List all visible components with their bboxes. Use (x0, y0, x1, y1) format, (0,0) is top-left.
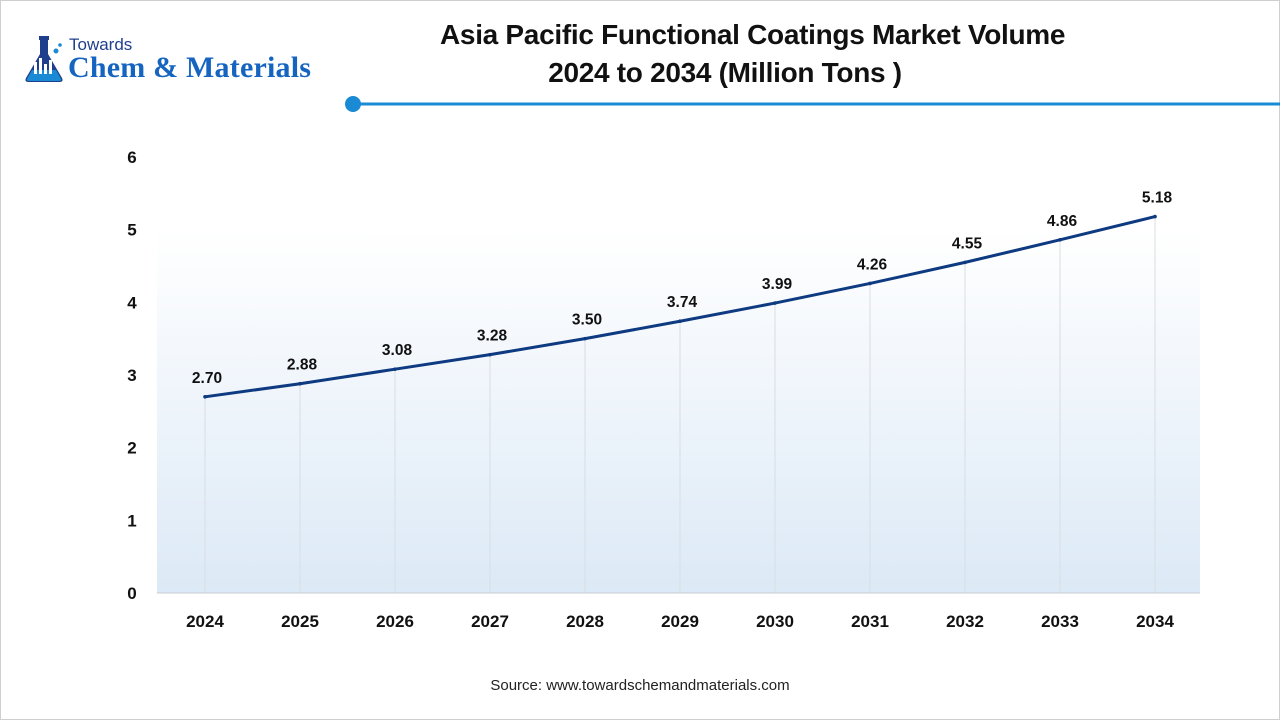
data-point (393, 367, 397, 371)
data-point (298, 381, 302, 386)
plot-area (157, 230, 1200, 593)
y-tick-label: 5 (127, 221, 136, 240)
data-label: 3.50 (572, 312, 602, 329)
chart-title-line2: 2024 to 2034 (Million Tons ) (548, 57, 902, 88)
logo-text-main: Chem & Materials (68, 51, 312, 84)
x-tick-label: 2028 (566, 612, 604, 631)
chart-title: Asia Pacific Functional Coatings Market … (440, 16, 1066, 92)
data-label: 4.26 (857, 256, 888, 273)
x-tick-label: 2029 (661, 612, 699, 631)
logo-text-towards: Towards (69, 35, 133, 54)
x-tick-label: 2026 (376, 612, 414, 631)
y-tick-label: 3 (127, 366, 136, 385)
data-label: 4.55 (952, 235, 983, 252)
data-label: 5.18 (1142, 190, 1173, 207)
data-point (773, 301, 777, 305)
x-tick-label: 2032 (946, 612, 984, 631)
x-tick-label: 2027 (471, 612, 509, 631)
data-point (678, 319, 682, 324)
data-label: 3.08 (382, 342, 413, 359)
source-note: Source: www.towardschemandmaterials.com (490, 677, 790, 694)
brand-logo: Towards Chem & Materials (22, 34, 342, 90)
y-tick-label: 1 (127, 511, 136, 530)
y-tick-label: 2 (127, 439, 136, 458)
flask-icon (25, 36, 63, 82)
x-tick-label: 2025 (281, 612, 319, 631)
data-point (963, 260, 967, 265)
x-tick-label: 2033 (1041, 612, 1079, 631)
data-label: 3.28 (477, 328, 508, 345)
x-tick-label: 2024 (186, 612, 224, 631)
title-divider (345, 96, 1280, 112)
y-tick-label: 4 (127, 293, 137, 312)
x-tick-label: 2034 (1136, 612, 1174, 631)
data-label: 3.74 (667, 294, 698, 311)
data-point (488, 352, 492, 357)
data-point (1058, 238, 1062, 242)
y-tick-label: 6 (127, 148, 136, 167)
data-point (583, 336, 587, 341)
x-tick-label: 2031 (851, 612, 889, 631)
y-tick-label: 0 (127, 584, 136, 603)
chart-title-line1: Asia Pacific Functional Coatings Market … (440, 19, 1066, 50)
data-point (203, 395, 207, 399)
data-label: 2.88 (287, 357, 318, 374)
data-label: 2.70 (192, 370, 222, 387)
data-point (1153, 214, 1157, 219)
x-tick-label: 2030 (756, 612, 794, 631)
data-point (868, 281, 872, 286)
data-label: 4.86 (1047, 213, 1078, 230)
data-label: 3.99 (762, 276, 793, 293)
